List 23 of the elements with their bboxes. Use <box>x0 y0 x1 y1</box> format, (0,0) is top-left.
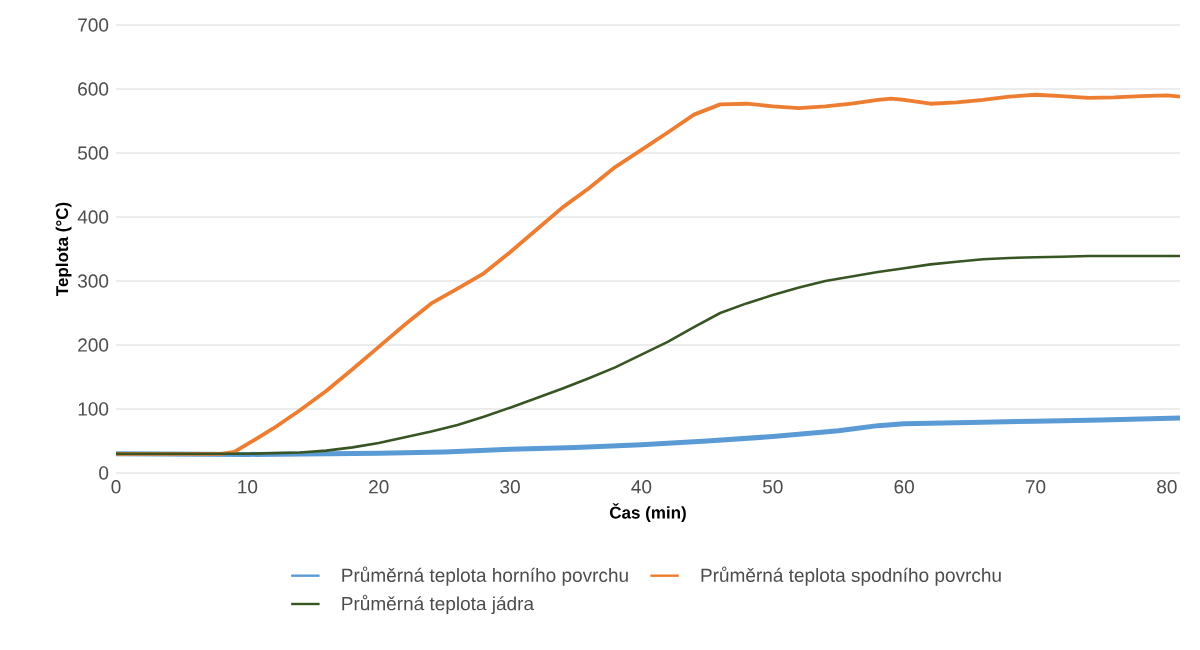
y-tick-label: 400 <box>77 210 109 224</box>
x-axis-title: Čas (min) <box>609 503 686 522</box>
y-tick-label: 700 <box>78 18 109 32</box>
y-axis-title: Teplota (°C) <box>55 202 72 296</box>
x-tick-label: 60 <box>894 480 914 494</box>
legend-label: Průměrná teplota spodního povrchu <box>701 566 1001 586</box>
line-series <box>114 92 1182 456</box>
x-tick-label: 40 <box>631 480 652 494</box>
y-tick-label: 500 <box>77 146 109 160</box>
x-tick-label: 80 <box>1157 480 1177 494</box>
y-tick-label: 0 <box>99 466 109 480</box>
x-tick-label: 50 <box>762 480 783 494</box>
x-tick-label: 0 <box>111 480 121 494</box>
x-tick-label: 10 <box>238 480 258 494</box>
y-tick-label: 600 <box>78 82 109 96</box>
legend-label: Průměrná teplota jádra <box>342 594 535 615</box>
y-tick-label: 200 <box>78 338 109 352</box>
x-tick-label: 70 <box>1025 480 1046 494</box>
x-tick-label: 30 <box>500 480 520 494</box>
y-tick-label: 300 <box>77 274 109 288</box>
y-tick-label: 100 <box>78 402 109 416</box>
legend-label: Průměrná teplota horního povrchu <box>342 566 628 586</box>
x-tick-label: 20 <box>369 480 389 494</box>
